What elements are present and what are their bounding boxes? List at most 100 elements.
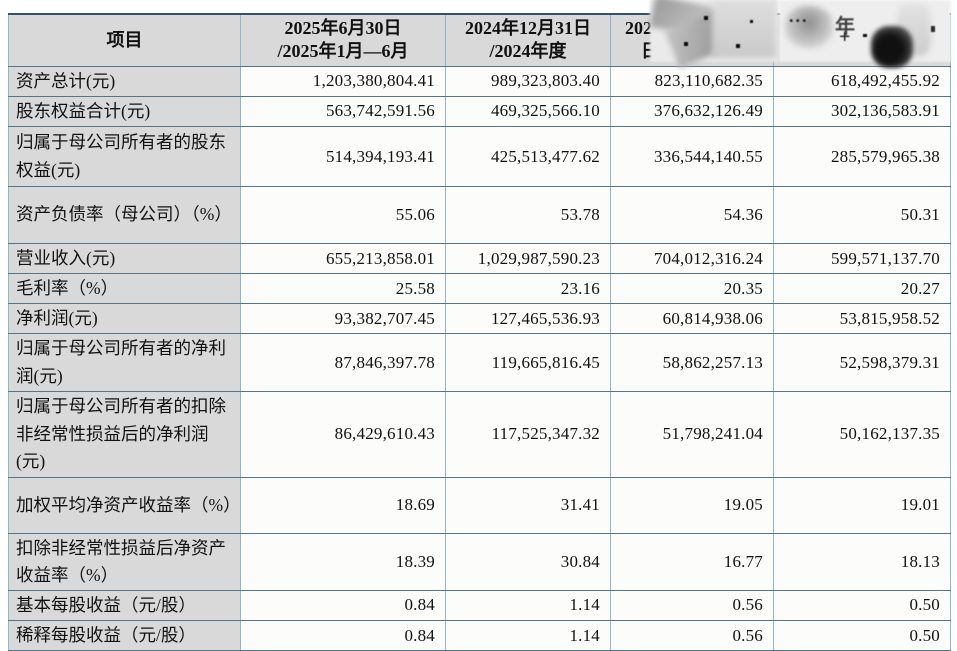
redaction-smudge-col4 xyxy=(649,0,778,69)
value-cell: 285,579,965.38 xyxy=(773,126,951,188)
value-cell: 55.06 xyxy=(240,186,446,245)
value-cell: 823,110,682.35 xyxy=(610,65,774,97)
header-line1: 202 xyxy=(625,18,652,38)
header-cell-item: 项目 xyxy=(8,12,241,67)
value-cell: 302,136,583.91 xyxy=(773,95,951,128)
redaction-cross-fragment: + xyxy=(839,26,851,48)
smudge-blob xyxy=(712,0,776,58)
row-label-cell: 归属于母公司所有者的股东权益(元) xyxy=(8,126,241,188)
smudge-speck xyxy=(750,20,753,23)
header-cell-2025: 2025年6月30日 /2025年1月—6月 xyxy=(240,12,446,67)
redaction-year-fragment: 年 xyxy=(835,16,855,38)
row-label-cell: 资产总计(元) xyxy=(8,65,241,97)
value-cell: 0.56 xyxy=(610,589,774,622)
row-label-cell: 资产负债率（母公司）（%） xyxy=(8,186,241,245)
table-row: 归属于母公司所有者的扣除非经常性损益后的净利润(元) 86,429,610.43… xyxy=(8,390,951,478)
value-cell: 0.84 xyxy=(240,620,446,651)
table-row: 扣除非经常性损益后净资产收益率（%） 18.39 30.84 16.77 18.… xyxy=(8,532,951,591)
table-row: 净利润(元) 93,382,707.45 127,465,536.93 60,8… xyxy=(8,303,951,335)
value-cell: 514,394,193.41 xyxy=(240,126,446,188)
value-cell: 16.77 xyxy=(610,532,774,591)
row-label-cell: 营业收入(元) xyxy=(8,243,241,275)
row-label-cell: 加权平均净资产收益率（%） xyxy=(8,476,241,534)
value-cell: 18.39 xyxy=(240,532,446,591)
redaction-smudge-col5: ... 年 + xyxy=(779,0,951,68)
value-cell: 989,323,803.40 xyxy=(445,65,611,97)
value-cell: 117,525,347.32 xyxy=(445,390,611,478)
table-row: 资产总计(元) 1,203,380,804.41 989,323,803.40 … xyxy=(8,65,951,97)
value-cell: 0.84 xyxy=(240,589,446,622)
smudge-speck xyxy=(704,16,708,20)
header-line2: /2025年1月—6月 xyxy=(277,41,409,62)
smudge-speck xyxy=(736,44,740,48)
smudge-blob xyxy=(871,26,913,68)
value-cell: 1,203,380,804.41 xyxy=(240,65,446,97)
value-cell: 31.41 xyxy=(445,476,611,534)
row-label-cell: 毛利率（%） xyxy=(8,273,241,305)
table-row: 股东权益合计(元) 563,742,591.56 469,325,566.10 … xyxy=(8,95,951,128)
value-cell: 53,815,958.52 xyxy=(773,303,951,335)
value-cell: 655,213,858.01 xyxy=(240,243,446,275)
header-line1: 2024年12月31日 xyxy=(465,18,591,38)
row-label-cell: 归属于母公司所有者的净利润(元) xyxy=(8,333,241,392)
value-cell: 58,862,257.13 xyxy=(610,333,774,392)
table-row: 加权平均净资产收益率（%） 18.69 31.41 19.05 19.01 xyxy=(8,476,951,534)
redaction-dots-fragment: ... xyxy=(789,6,809,26)
value-cell: 127,465,536.93 xyxy=(445,303,611,335)
row-label-cell: 归属于母公司所有者的扣除非经常性损益后的净利润(元) xyxy=(8,390,241,478)
value-cell: 376,632,126.49 xyxy=(610,95,774,128)
value-cell: 18.13 xyxy=(773,532,951,591)
table-row: 基本每股收益（元/股） 0.84 1.14 0.56 0.50 xyxy=(8,589,951,622)
value-cell: 0.50 xyxy=(773,620,951,651)
value-cell: 50,162,137.35 xyxy=(773,390,951,478)
value-cell: 51,798,241.04 xyxy=(610,390,774,478)
value-cell: 53.78 xyxy=(445,186,611,245)
value-cell: 1.14 xyxy=(445,620,611,651)
value-cell: 618,492,455.92 xyxy=(773,65,951,97)
value-cell: 25.58 xyxy=(240,273,446,305)
value-cell: 0.56 xyxy=(610,620,774,651)
value-cell: 1.14 xyxy=(445,589,611,622)
table-row: 资产负债率（母公司）（%） 55.06 53.78 54.36 50.31 xyxy=(8,186,951,245)
row-label-cell: 净利润(元) xyxy=(8,303,241,335)
smudge-speck xyxy=(684,42,688,46)
table-row: 归属于母公司所有者的股东权益(元) 514,394,193.41 425,513… xyxy=(8,126,951,188)
header-cell-2024: 2024年12月31日 /2024年度 xyxy=(445,12,611,67)
value-cell: 20.35 xyxy=(610,273,774,305)
value-cell: 469,325,566.10 xyxy=(445,95,611,128)
value-cell: 93,382,707.45 xyxy=(240,303,446,335)
value-cell: 1,029,987,590.23 xyxy=(445,243,611,275)
value-cell: 0.50 xyxy=(773,589,951,622)
row-label-cell: 扣除非经常性损益后净资产收益率（%） xyxy=(8,532,241,591)
value-cell: 425,513,477.62 xyxy=(445,126,611,188)
financial-summary-table: 项目 2025年6月30日 /2025年1月—6月 2024年12月31日 /2… xyxy=(8,12,951,651)
value-cell: 50.31 xyxy=(773,186,951,245)
value-cell: 19.01 xyxy=(773,476,951,534)
value-cell: 599,571,137.70 xyxy=(773,243,951,275)
value-cell: 52,598,379.31 xyxy=(773,333,951,392)
value-cell: 23.16 xyxy=(445,273,611,305)
table-row: 营业收入(元) 655,213,858.01 1,029,987,590.23 … xyxy=(8,243,951,275)
row-label-cell: 基本每股收益（元/股） xyxy=(8,589,241,622)
value-cell: 19.05 xyxy=(610,476,774,534)
value-cell: 54.36 xyxy=(610,186,774,245)
header-line1: 2025年6月30日 xyxy=(284,18,402,38)
table-row: 稀释每股收益（元/股） 0.84 1.14 0.56 0.50 xyxy=(8,620,951,651)
value-cell: 563,742,591.56 xyxy=(240,95,446,128)
value-cell: 20.27 xyxy=(773,273,951,305)
value-cell: 119,665,816.45 xyxy=(445,333,611,392)
header-line2: /2024年度 xyxy=(489,41,567,62)
value-cell: 704,012,316.24 xyxy=(610,243,774,275)
smudge-speck xyxy=(931,26,935,32)
table-row: 毛利率（%） 25.58 23.16 20.35 20.27 xyxy=(8,273,951,305)
value-cell: 60,814,938.06 xyxy=(610,303,774,335)
row-label-cell: 股东权益合计(元) xyxy=(8,95,241,128)
value-cell: 30.84 xyxy=(445,532,611,591)
row-label-cell: 稀释每股收益（元/股） xyxy=(8,620,241,651)
table-row: 归属于母公司所有者的净利润(元) 87,846,397.78 119,665,8… xyxy=(8,333,951,392)
smudge-speck xyxy=(863,34,867,37)
value-cell: 86,429,610.43 xyxy=(240,390,446,478)
value-cell: 336,544,140.55 xyxy=(610,126,774,188)
value-cell: 87,846,397.78 xyxy=(240,333,446,392)
value-cell: 18.69 xyxy=(240,476,446,534)
